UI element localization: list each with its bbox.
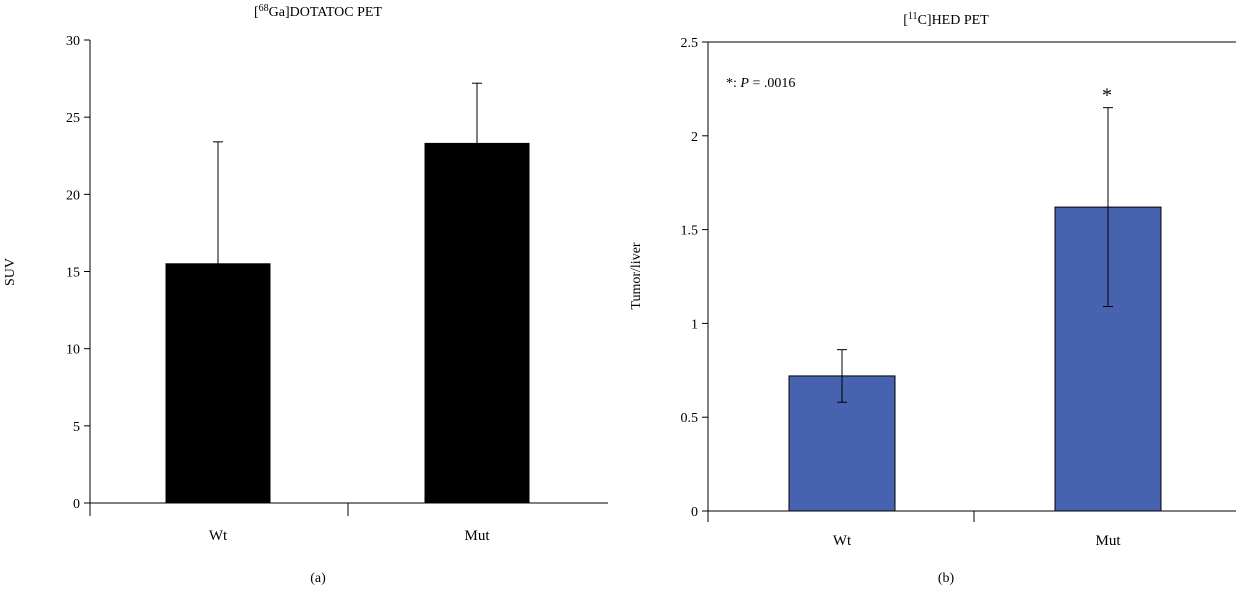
panel-a-category-label: Mut xyxy=(464,528,490,544)
panel-a-bar-mut xyxy=(424,142,530,504)
panel-a-y-tick-label: 10 xyxy=(66,343,80,358)
panel-b-label: (b) xyxy=(938,571,955,586)
panel-a-y-tick-label: 0 xyxy=(73,497,80,512)
panel-b-y-tick-label: 1 xyxy=(691,317,698,332)
panel-a-category-label: Wt xyxy=(209,528,228,544)
panel-a-title: [68Ga]DOTATOC PET xyxy=(254,3,382,20)
panel-a-y-tick-label: 5 xyxy=(73,420,80,435)
panel-b-y-tick-label: 2.5 xyxy=(681,36,699,51)
panel-b-y-tick-label: 2 xyxy=(691,130,698,145)
panel-b-chart: [11C]HED PET Tumor/liver *: P = .0016 (b… xyxy=(629,11,1236,586)
panel-b-y-tick-label: 0 xyxy=(691,505,698,520)
panel-b-y-tick-label: 0.5 xyxy=(681,411,699,426)
panel-a-label: (a) xyxy=(310,571,326,586)
panel-b-significance-marker: * xyxy=(1102,85,1112,107)
panel-b-category-label: Wt xyxy=(833,533,852,549)
panel-b-category-label: Mut xyxy=(1095,533,1121,549)
panel-b-title: [11C]HED PET xyxy=(903,11,989,28)
panel-b-y-tick-label: 1.5 xyxy=(681,224,699,239)
panel-a-y-axis-label: SUV xyxy=(3,258,18,286)
panel-a-y-tick-label: 15 xyxy=(66,266,80,281)
panel-b-y-axis-label: Tumor/liver xyxy=(629,242,644,309)
panel-a-y-tick-label: 30 xyxy=(66,34,80,49)
panel-b-significance-note: *: P = .0016 xyxy=(726,76,795,91)
panel-a-chart: [68Ga]DOTATOC PET SUV (a) 0 5 10 15 20 25 30 Wt… xyxy=(3,3,608,586)
panel-a-y-tick-label: 20 xyxy=(66,188,80,203)
panel-a-y-tick-label: 25 xyxy=(66,111,80,126)
panel-a-bar-wt xyxy=(165,263,271,504)
